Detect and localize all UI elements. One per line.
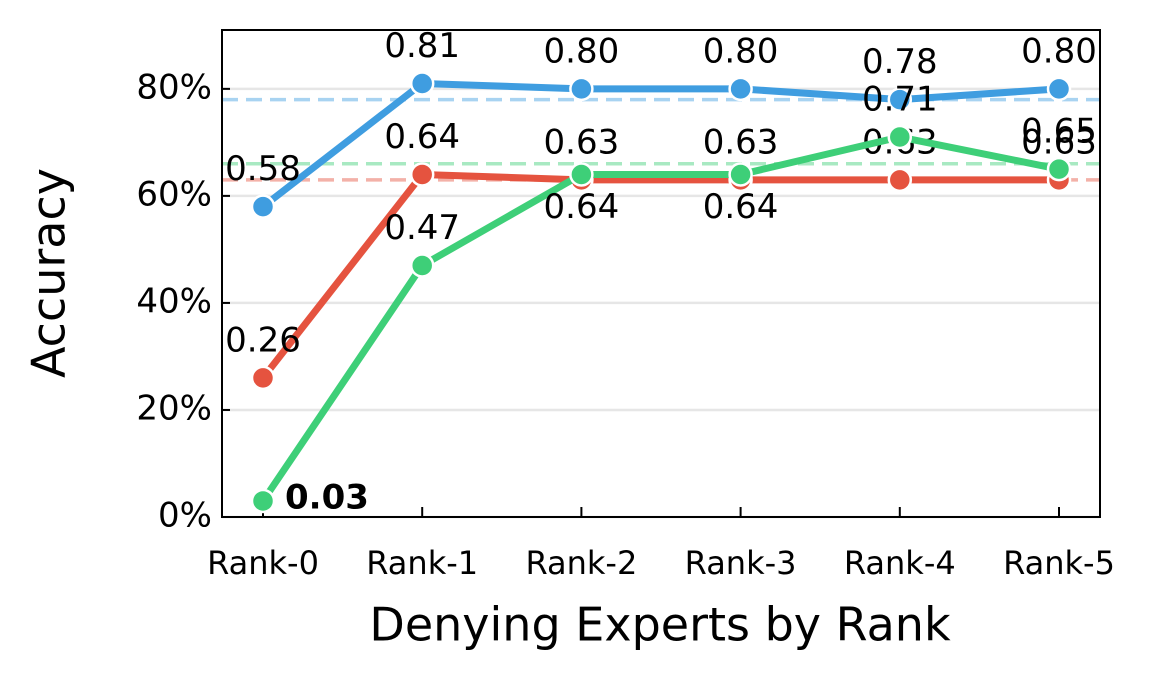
data-point <box>409 71 435 96</box>
data-label: 0.64 <box>703 187 779 227</box>
x-tick-label: Rank-5 <box>1003 544 1115 582</box>
data-label: 0.80 <box>1021 31 1097 71</box>
data-label: 0.63 <box>703 122 779 162</box>
data-point <box>250 194 276 219</box>
y-tick-label: 40% <box>136 281 212 321</box>
x-tick-label: Rank-2 <box>525 544 637 582</box>
data-label: 0.71 <box>862 80 938 120</box>
data-label: 0.03 <box>285 477 369 517</box>
data-point <box>409 162 435 187</box>
data-label: 0.63 <box>544 122 620 162</box>
data-label: 0.80 <box>703 31 779 71</box>
y-tick-label: 80% <box>136 67 212 107</box>
data-point <box>409 253 435 278</box>
y-tick-label: 20% <box>136 388 212 428</box>
plot-frame <box>221 29 1101 518</box>
x-tick-label: Rank-0 <box>207 544 319 582</box>
series-line <box>260 133 1060 503</box>
data-point <box>887 124 913 150</box>
data-label: 0.64 <box>544 187 620 227</box>
data-point <box>728 76 753 102</box>
data-point <box>250 488 276 514</box>
data-point <box>887 167 913 193</box>
data-point <box>569 76 594 102</box>
data-label: 0.58 <box>225 149 301 189</box>
data-point <box>1046 156 1072 182</box>
data-label: 0.78 <box>862 42 938 82</box>
data-label: 0.65 <box>1021 112 1097 152</box>
data-point <box>569 162 594 187</box>
data-label: 0.47 <box>384 208 460 248</box>
series-line <box>260 170 1059 381</box>
y-tick-label: 0% <box>158 496 212 536</box>
data-label: 0.64 <box>384 117 460 157</box>
data-point <box>887 87 913 112</box>
x-tick-label: Rank-3 <box>685 544 797 582</box>
data-label: 0.63 <box>1021 122 1097 162</box>
data-label: 0.26 <box>225 320 301 360</box>
y-tick-label: 60% <box>136 174 212 214</box>
x-tick-label: Rank-1 <box>366 544 478 582</box>
series-line <box>260 80 1060 210</box>
data-point <box>728 162 753 187</box>
data-label: 0.80 <box>544 31 620 71</box>
data-point <box>250 365 276 391</box>
data-point <box>1046 76 1072 102</box>
y-axis-label: Accuracy <box>22 168 76 378</box>
data-label: 0.81 <box>384 26 460 66</box>
x-axis-label: Denying Experts by Rank <box>369 598 951 652</box>
x-tick-label: Rank-4 <box>844 544 956 582</box>
